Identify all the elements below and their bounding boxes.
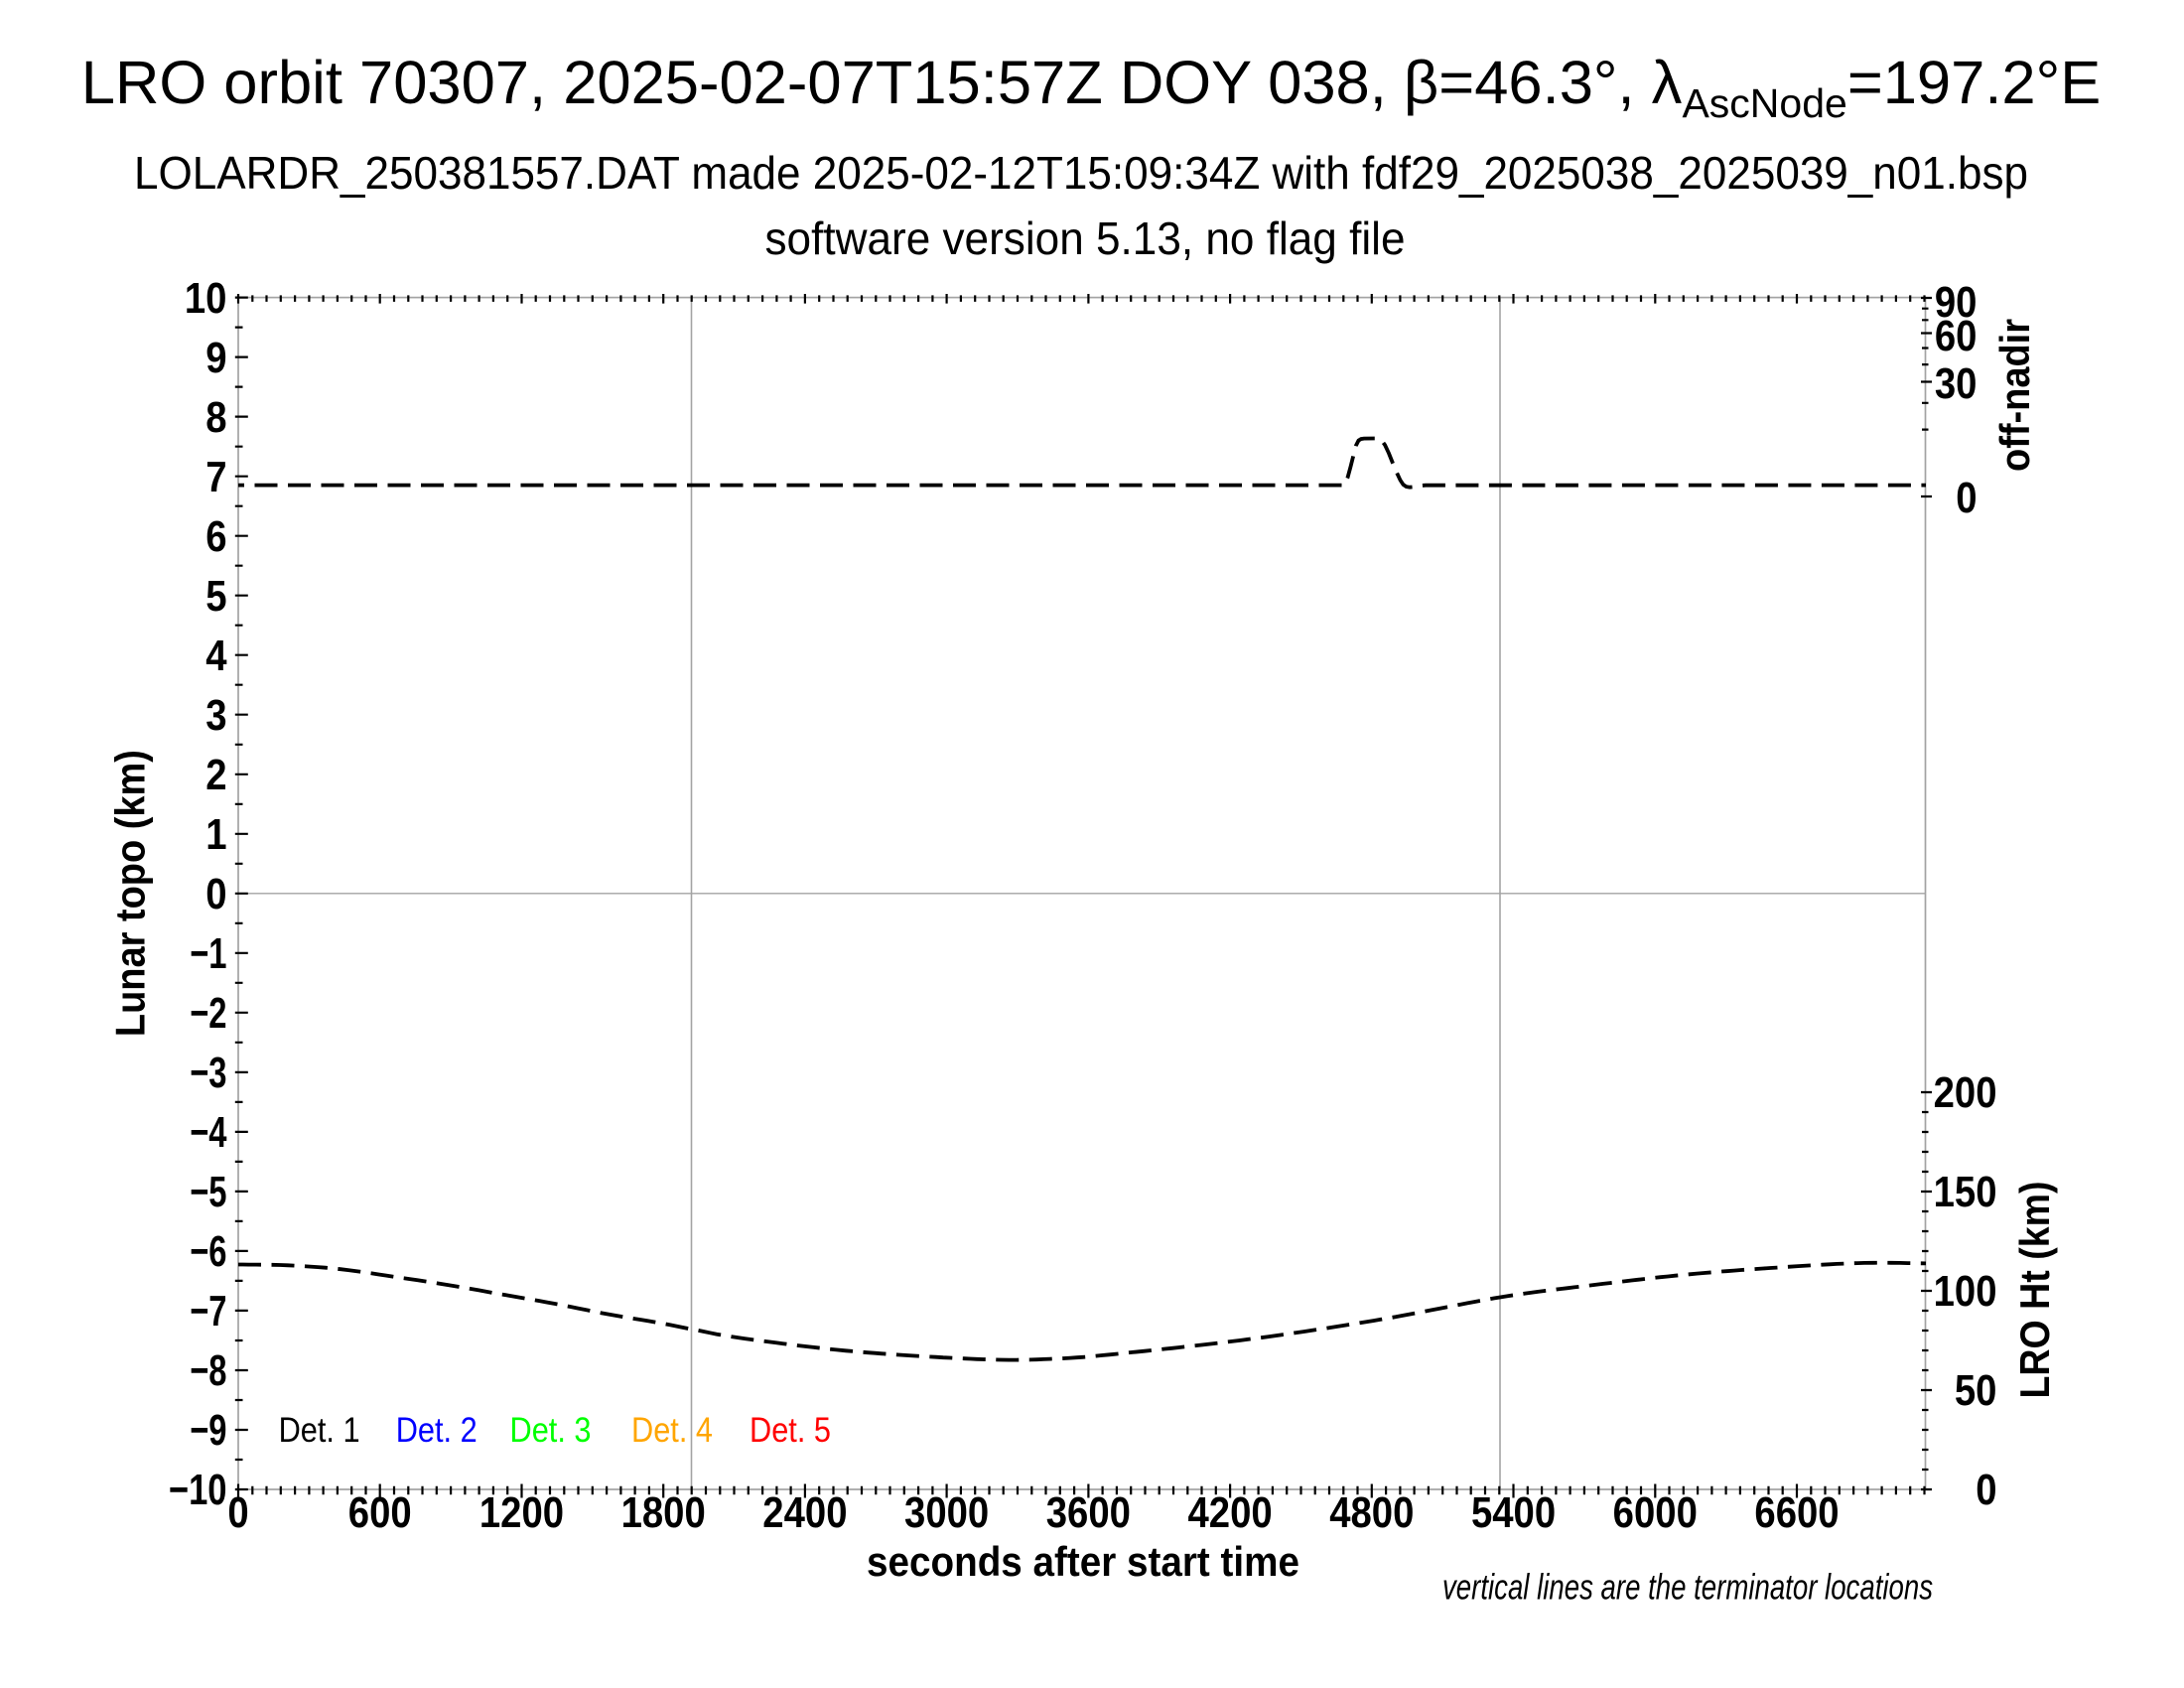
svg-text:0: 0 xyxy=(205,870,226,918)
svg-text:4: 4 xyxy=(205,632,227,680)
svg-text:−4: −4 xyxy=(190,1108,227,1157)
svg-text:3600: 3600 xyxy=(1046,1488,1131,1537)
svg-text:60: 60 xyxy=(1935,312,1978,360)
svg-text:1: 1 xyxy=(205,810,226,859)
svg-text:vertical lines are the termina: vertical lines are the terminator locati… xyxy=(1442,1567,1933,1608)
svg-text:LOLARDR_250381557.DAT made 202: LOLARDR_250381557.DAT made 2025-02-12T15… xyxy=(134,147,2028,199)
svg-text:LRO Ht (km): LRO Ht (km) xyxy=(2011,1182,2058,1399)
svg-text:−1: −1 xyxy=(190,929,226,978)
svg-text:6: 6 xyxy=(205,512,226,561)
svg-text:−3: −3 xyxy=(190,1049,226,1097)
svg-text:200: 200 xyxy=(1934,1068,1997,1117)
svg-text:6600: 6600 xyxy=(1754,1488,1839,1537)
svg-text:6000: 6000 xyxy=(1613,1488,1698,1537)
svg-text:600: 600 xyxy=(348,1488,412,1537)
svg-text:Det. 1: Det. 1 xyxy=(279,1411,360,1450)
svg-text:Det. 3: Det. 3 xyxy=(510,1411,592,1450)
svg-text:software version 5.13, no flag: software version 5.13, no flag file xyxy=(765,212,1406,264)
svg-text:Det. 4: Det. 4 xyxy=(631,1411,713,1450)
svg-text:−9: −9 xyxy=(190,1406,226,1455)
svg-text:off-nadir: off-nadir xyxy=(1991,319,2038,472)
svg-text:90: 90 xyxy=(1935,278,1978,327)
svg-text:9: 9 xyxy=(205,334,226,382)
svg-text:100: 100 xyxy=(1934,1267,1997,1316)
svg-text:8: 8 xyxy=(205,393,226,442)
svg-text:−7: −7 xyxy=(190,1287,226,1336)
svg-text:1800: 1800 xyxy=(621,1488,706,1537)
svg-text:50: 50 xyxy=(1955,1366,1997,1415)
svg-text:3: 3 xyxy=(205,691,226,740)
svg-text:150: 150 xyxy=(1934,1168,1997,1216)
svg-text:2: 2 xyxy=(205,751,226,799)
svg-text:1200: 1200 xyxy=(479,1488,564,1537)
svg-text:seconds after start time: seconds after start time xyxy=(867,1538,1299,1585)
svg-text:4800: 4800 xyxy=(1329,1488,1414,1537)
svg-text:0: 0 xyxy=(1956,474,1977,522)
svg-text:7: 7 xyxy=(205,453,226,501)
svg-text:Lunar topo (km): Lunar topo (km) xyxy=(107,750,154,1037)
svg-text:10: 10 xyxy=(185,274,227,323)
svg-text:3000: 3000 xyxy=(904,1488,989,1537)
svg-text:LRO orbit 70307, 2025-02-07T15: LRO orbit 70307, 2025-02-07T15:57Z DOY 0… xyxy=(81,49,2102,126)
svg-text:0: 0 xyxy=(227,1488,248,1537)
svg-text:−5: −5 xyxy=(190,1168,226,1216)
svg-text:4200: 4200 xyxy=(1187,1488,1272,1537)
svg-text:−6: −6 xyxy=(190,1227,226,1276)
svg-text:2400: 2400 xyxy=(762,1488,847,1537)
svg-text:30: 30 xyxy=(1935,359,1978,408)
svg-text:5: 5 xyxy=(205,572,226,621)
svg-text:−2: −2 xyxy=(190,989,226,1038)
svg-text:5400: 5400 xyxy=(1471,1488,1556,1537)
svg-text:−8: −8 xyxy=(190,1346,226,1395)
svg-text:Det. 2: Det. 2 xyxy=(396,1411,478,1450)
svg-text:0: 0 xyxy=(1976,1466,1996,1514)
svg-text:Det. 5: Det. 5 xyxy=(750,1411,831,1450)
svg-text:−10: −10 xyxy=(169,1466,227,1514)
